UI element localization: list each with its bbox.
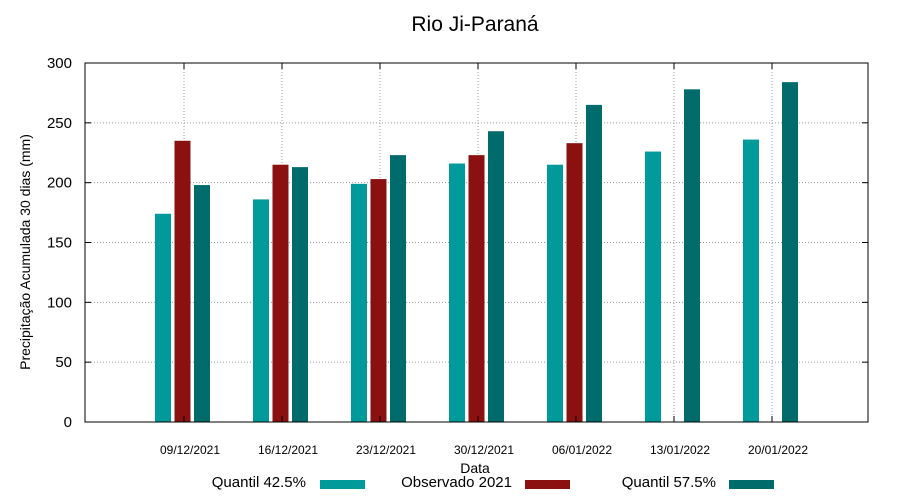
bar bbox=[370, 179, 387, 422]
legend-label: Observado 2021 bbox=[401, 474, 512, 491]
y-tick-label: 300 bbox=[47, 55, 72, 72]
bars bbox=[155, 82, 798, 423]
x-tick-label: 16/12/2021 bbox=[258, 443, 318, 457]
bar bbox=[468, 155, 485, 423]
bar bbox=[253, 199, 269, 422]
bar bbox=[488, 131, 504, 422]
x-tick-label: 13/01/2022 bbox=[650, 443, 710, 457]
bar bbox=[449, 163, 465, 422]
y-axis-label: Precipitação Acumulada 30 dias (mm) bbox=[17, 134, 33, 370]
legend-swatch bbox=[525, 480, 570, 489]
bar bbox=[155, 213, 171, 422]
legend-swatch bbox=[729, 480, 774, 489]
bar bbox=[390, 155, 406, 423]
y-tick-label: 100 bbox=[47, 294, 72, 311]
x-tick-label: 09/12/2021 bbox=[160, 443, 220, 457]
bar bbox=[547, 164, 563, 422]
bar bbox=[194, 185, 210, 422]
y-ticks: 0 50 100 150 200 250 300 bbox=[47, 55, 868, 431]
bar bbox=[292, 167, 308, 422]
y-tick-label: 250 bbox=[47, 115, 72, 132]
bar bbox=[586, 104, 602, 422]
x-axis-label: Data bbox=[460, 460, 490, 476]
bar bbox=[684, 89, 700, 423]
x-tick-label: 30/12/2021 bbox=[454, 443, 514, 457]
y-tick-label: 50 bbox=[55, 354, 72, 371]
y-tick-label: 0 bbox=[64, 414, 72, 431]
x-ticks: 09/12/2021 16/12/2021 23/12/2021 30/12/2021… bbox=[160, 63, 808, 457]
y-tick-label: 150 bbox=[47, 235, 72, 252]
legend-label: Quantil 57.5% bbox=[621, 474, 716, 491]
x-tick-label: 23/12/2021 bbox=[356, 443, 416, 457]
x-tick-label: 20/01/2022 bbox=[748, 443, 808, 457]
chart-title: Rio Ji-Paraná bbox=[411, 13, 539, 36]
bar bbox=[782, 82, 798, 422]
legend-label: Quantil 42.5% bbox=[211, 474, 306, 491]
y-tick-label: 200 bbox=[47, 175, 72, 192]
bar bbox=[645, 151, 661, 422]
bar bbox=[743, 139, 759, 422]
bar bbox=[174, 140, 191, 423]
bar bbox=[272, 164, 289, 422]
legend-swatch bbox=[320, 480, 365, 489]
legend: Quantil 42.5% Observado 2021 Quantil 57.… bbox=[0, 474, 900, 496]
x-tick-label: 06/01/2022 bbox=[552, 443, 612, 457]
bar bbox=[351, 183, 367, 422]
bar bbox=[566, 143, 583, 422]
